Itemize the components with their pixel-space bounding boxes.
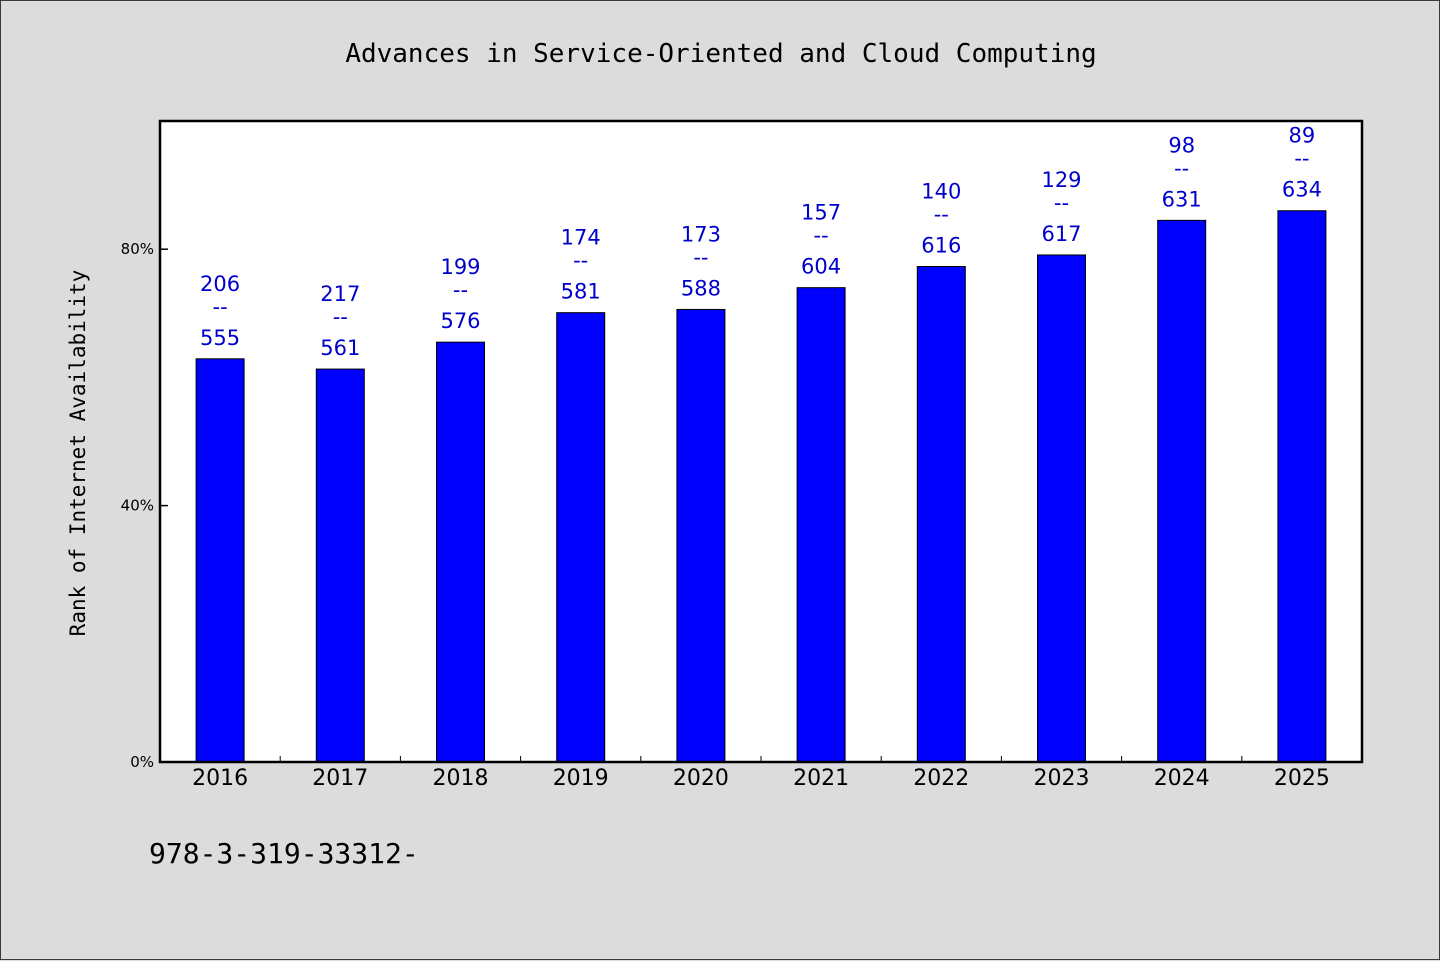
bar: [556, 312, 606, 763]
data-label-bottom: 616: [921, 234, 961, 258]
x-tick-label: 2023: [1034, 766, 1090, 791]
data-label-top: 98: [1168, 133, 1195, 157]
data-label-bottom: 631: [1162, 187, 1202, 211]
axes-group: 2016 2017 2018 2019 2020 2021 2022 2023 2024 2025…: [121, 240, 1330, 791]
data-label-top: 89: [1289, 124, 1316, 148]
y-axis-label: Rank of Internet Availability: [66, 270, 90, 637]
x-tick-label: 2025: [1274, 766, 1330, 791]
data-label-bottom: 561: [320, 336, 360, 360]
data-labels-group: 206--555217--561199--576174--581173--588…: [200, 124, 1322, 360]
y-tick-label: 0%: [130, 753, 154, 771]
data-label-top: 173: [681, 222, 721, 246]
bar: [1037, 254, 1086, 763]
data-label-top: 157: [801, 201, 841, 225]
data-label-separator: --: [213, 295, 228, 319]
x-tick-label: 2024: [1154, 766, 1210, 791]
x-tick-label: 2018: [433, 766, 489, 791]
footnote: 978-3-319-33312-: [149, 837, 419, 870]
data-label-separator: --: [1054, 191, 1069, 215]
x-tick-label: 2019: [553, 766, 609, 791]
y-tick-label: 40%: [121, 497, 154, 515]
data-label-separator: --: [1174, 156, 1189, 180]
x-tick-label: 2022: [913, 766, 969, 791]
bar: [796, 287, 846, 763]
data-label-separator: --: [814, 224, 829, 248]
bar: [1277, 210, 1327, 763]
data-label-separator: --: [333, 305, 348, 329]
chart-title: Advances in Service-Oriented and Cloud C…: [345, 39, 1096, 69]
bar: [1157, 219, 1207, 763]
data-label-top: 199: [440, 255, 480, 279]
data-label-bottom: 576: [440, 309, 480, 333]
bar: [195, 358, 245, 763]
data-label-separator: --: [934, 203, 949, 227]
data-label-bottom: 588: [681, 276, 721, 300]
data-label-separator: --: [1294, 147, 1309, 171]
x-tick-label: 2021: [793, 766, 849, 791]
x-tick-label: 2020: [673, 766, 729, 791]
data-label-top: 217: [320, 282, 360, 306]
data-label-top: 140: [921, 180, 961, 204]
data-label-separator: --: [573, 249, 588, 273]
data-label-bottom: 604: [801, 255, 841, 279]
bar: [315, 368, 365, 763]
data-label-bottom: 634: [1282, 178, 1322, 202]
bar: [436, 341, 485, 763]
data-label-bottom: 581: [561, 280, 601, 304]
data-label-bottom: 555: [200, 326, 240, 350]
bars-group: [195, 210, 1327, 763]
x-tick-label: 2016: [192, 766, 248, 791]
bar: [916, 266, 966, 763]
plot-border: [158, 119, 1364, 764]
data-label-separator: --: [453, 278, 468, 302]
data-label-top: 129: [1041, 168, 1081, 192]
data-label-top: 174: [561, 226, 601, 250]
bar: [676, 308, 726, 763]
data-label-bottom: 617: [1041, 222, 1081, 246]
y-tick-label: 80%: [121, 240, 154, 258]
data-label-separator: --: [693, 245, 708, 269]
data-label-top: 206: [200, 272, 240, 296]
x-tick-label: 2017: [312, 766, 368, 791]
